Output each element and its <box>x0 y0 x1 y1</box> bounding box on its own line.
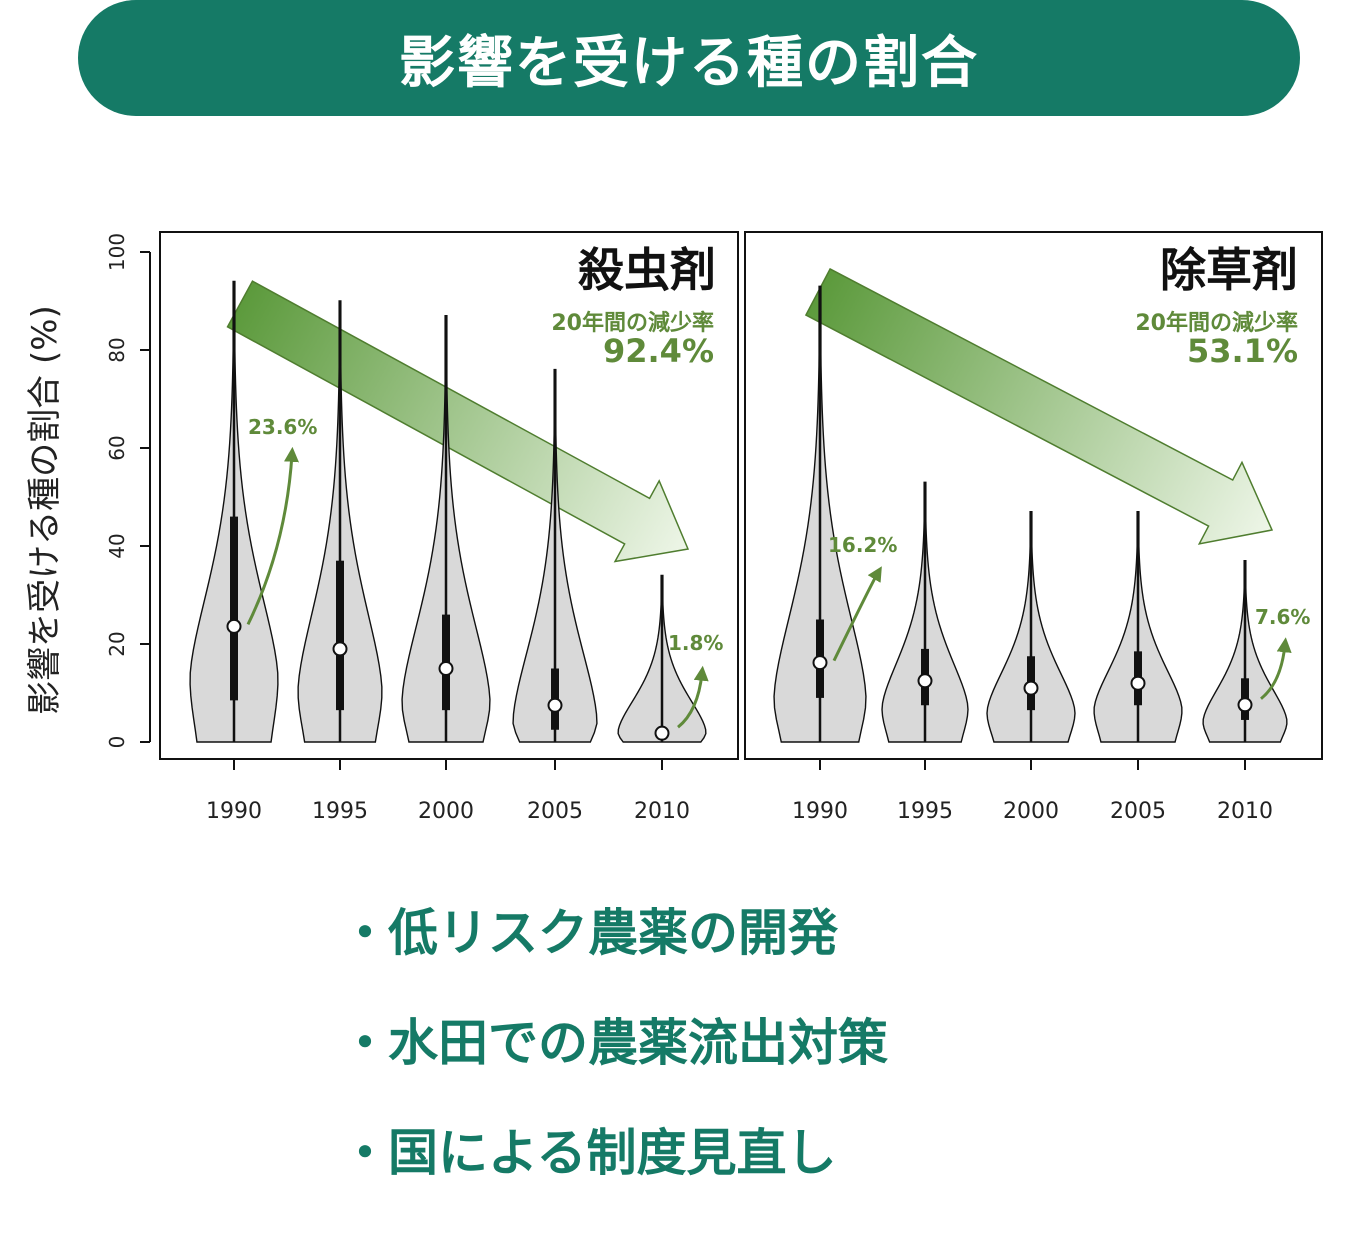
title-banner: 影響を受ける種の割合 <box>78 0 1300 116</box>
median-point <box>547 697 563 713</box>
bullet-marker: ・ <box>340 1124 390 1182</box>
end-curve-arrow <box>677 665 709 729</box>
panel-frame-insecticide <box>159 231 739 760</box>
panel-title-herbicide: 除草剤 <box>1160 243 1298 297</box>
median-point <box>917 673 933 689</box>
x-tick-label: 2005 <box>1110 799 1166 824</box>
bullet-text: 国による制度見直し <box>388 1124 837 1182</box>
median-point <box>654 725 670 741</box>
panel-title-insecticide: 殺虫剤 <box>578 243 716 297</box>
end-value-label: 7.6% <box>1255 605 1310 629</box>
end-value-label: 1.8% <box>668 631 723 655</box>
reduction-value-herbicide: 53.1% <box>1187 332 1298 370</box>
median-point <box>332 641 348 657</box>
panel-frame-herbicide <box>744 231 1323 760</box>
y-tick-label: 80 <box>105 337 129 362</box>
bullet-marker: ・ <box>340 1014 390 1072</box>
end-curve-arrow <box>1260 637 1292 700</box>
page-title: 影響を受ける種の割合 <box>399 30 979 96</box>
median-point <box>226 618 242 634</box>
x-tick-label: 2000 <box>418 799 474 824</box>
iqr-box <box>336 560 344 711</box>
bullet-item: ・国による制度見直し <box>340 1108 888 1218</box>
x-tick-label: 1995 <box>312 799 368 824</box>
median-point <box>438 661 454 676</box>
violin-chart: 影響を受ける種の割合 (%) 1990 1995 2000 2005 2010 23.6%… <box>25 231 1323 824</box>
median-point <box>812 655 828 671</box>
median-point <box>1023 680 1039 696</box>
x-tick-label: 2005 <box>527 799 583 824</box>
median-point <box>1130 675 1146 691</box>
x-tick-label: 1995 <box>897 799 953 824</box>
y-tick-label: 60 <box>105 435 129 460</box>
y-axis: 0 20 40 60 80 100 <box>105 233 151 749</box>
bullet-list: ・低リスク農薬の開発 ・水田での農薬流出対策 ・国による制度見直し <box>340 888 888 1218</box>
y-tick-label: 100 <box>105 233 129 271</box>
panel-herbicide: 1990 1995 2000 2005 2010 16.2% 7.6% <box>773 267 1310 824</box>
start-curve-arrow <box>246 446 299 626</box>
y-tick-label: 0 <box>105 736 129 749</box>
x-tick-label: 2010 <box>634 799 690 824</box>
panel-insecticide: 1990 1995 2000 2005 2010 23.6% 1.8% <box>189 280 723 824</box>
y-axis-label: 影響を受ける種の割合 (%) <box>25 305 65 715</box>
start-value-label: 16.2% <box>828 533 897 557</box>
x-tick-label: 2000 <box>1003 799 1059 824</box>
bullet-item: ・低リスク農薬の開発 <box>340 888 888 998</box>
reduction-value-insecticide: 92.4% <box>603 332 714 370</box>
y-tick-label: 20 <box>105 631 129 656</box>
x-tick-label: 2010 <box>1217 799 1273 824</box>
iqr-box <box>230 516 238 701</box>
start-value-label: 23.6% <box>248 415 317 439</box>
x-tick-label: 1990 <box>792 799 848 824</box>
reduction-label-herbicide: 20年間の減少率 <box>1135 310 1298 336</box>
y-tick-label: 40 <box>105 533 129 558</box>
bullet-item: ・水田での農薬流出対策 <box>340 998 888 1108</box>
bullet-text: 水田での農薬流出対策 <box>388 1014 888 1072</box>
reduction-label-insecticide: 20年間の減少率 <box>551 310 714 336</box>
bullet-marker: ・ <box>340 904 390 962</box>
median-point <box>1237 697 1253 713</box>
trend-arrow <box>226 280 690 563</box>
bullet-text: 低リスク農薬の開発 <box>388 904 838 962</box>
trend-arrow <box>804 267 1274 545</box>
start-curve-arrow <box>832 566 882 662</box>
x-tick-label: 1990 <box>206 799 262 824</box>
